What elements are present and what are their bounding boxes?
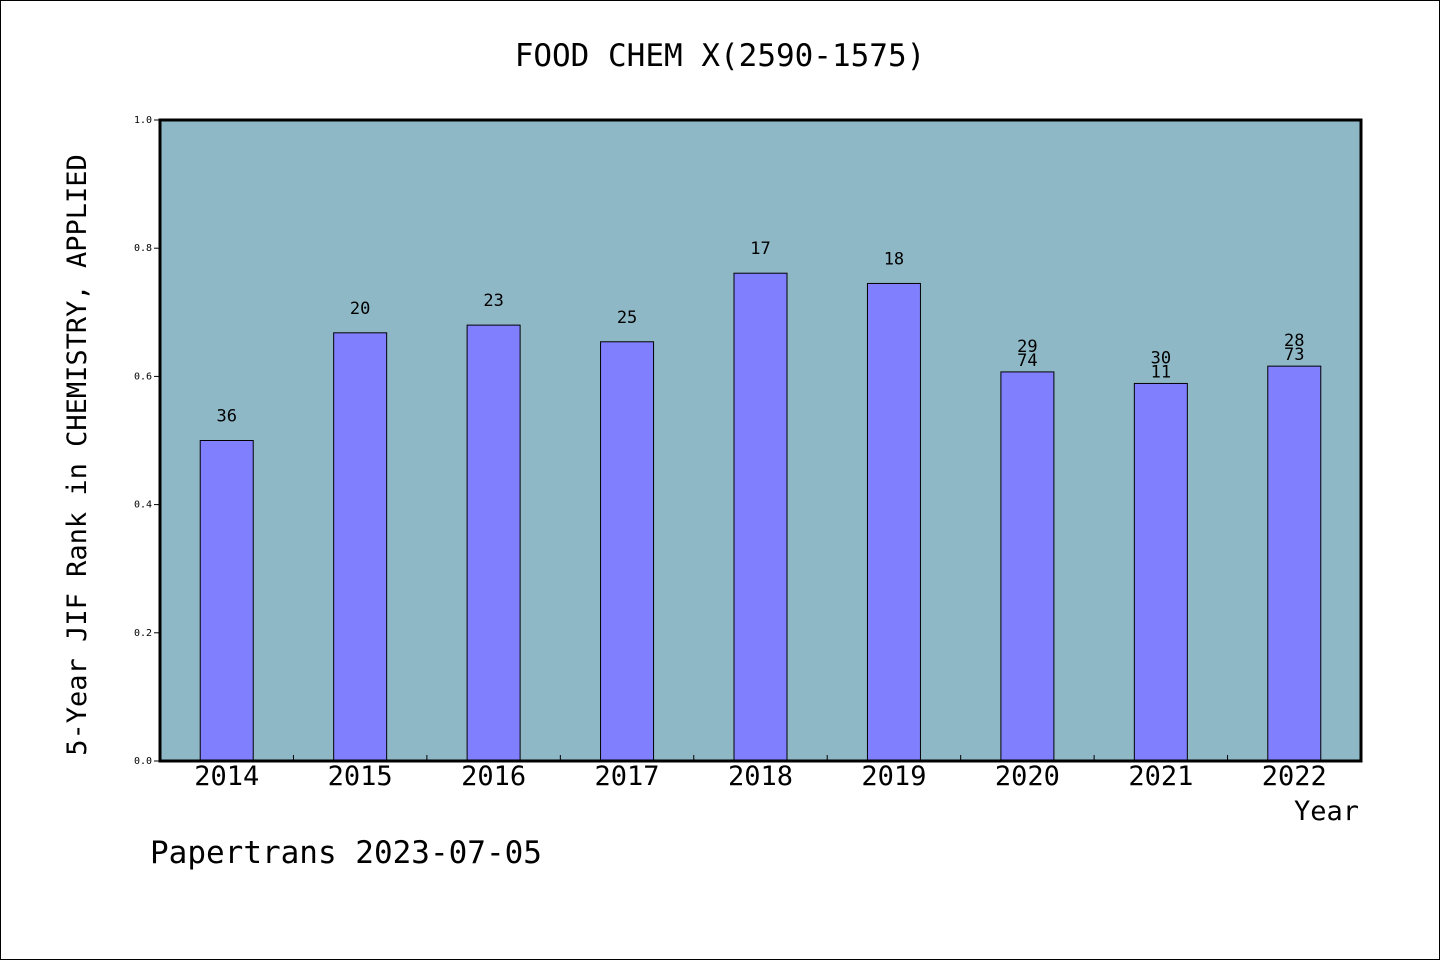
x-tick-label: 2017 xyxy=(595,761,660,792)
bar-2017 xyxy=(600,341,655,762)
bar-2022 xyxy=(1267,365,1322,762)
x-axis-label: Year xyxy=(1294,796,1359,827)
footer-credit: Papertrans 2023-07-05 xyxy=(150,835,542,871)
bar-2018 xyxy=(733,272,788,762)
bar-value-label: 17 xyxy=(750,239,770,259)
x-tick-label: 2020 xyxy=(995,761,1060,792)
y-tick-label: 0.6 xyxy=(134,371,152,382)
plot-border xyxy=(158,118,1363,763)
y-axis-label: 5-Year JIF Rank in CHEMISTRY, APPLIED xyxy=(62,154,93,755)
y-axis: 0.0 0.2 0.4 0.6 0.8 1.0 xyxy=(134,115,160,767)
y-tick-label: 1.0 xyxy=(134,115,152,126)
bar-value-label: 29 xyxy=(1017,337,1037,357)
bar-2015 xyxy=(333,332,388,762)
bar-2021 xyxy=(1133,382,1188,762)
bar-value-label: 18 xyxy=(884,249,904,269)
x-tick-label: 2018 xyxy=(728,761,793,792)
bar-value-label: 73 xyxy=(1284,345,1304,365)
bar-value-label: 23 xyxy=(483,291,503,311)
x-tick-label: 2022 xyxy=(1262,761,1327,792)
bar-value-label: 28 xyxy=(1284,331,1304,351)
y-tick-label: 0.2 xyxy=(134,628,152,639)
x-tick-label: 2015 xyxy=(328,761,393,792)
bar-value-label: 36 xyxy=(216,407,236,427)
bar-2020 xyxy=(1000,371,1055,762)
y-tick-label: 0.8 xyxy=(134,243,152,254)
bar-2014 xyxy=(199,440,254,762)
bar-value-label: 20 xyxy=(350,299,370,319)
y-tick-label: 0.4 xyxy=(134,500,152,511)
x-tick-label: 2021 xyxy=(1128,761,1193,792)
chart-title: FOOD CHEM X(2590-1575) xyxy=(515,38,926,74)
bar-value-label: 25 xyxy=(617,308,637,328)
x-tick-label: 2019 xyxy=(861,761,926,792)
bar-value-label: 74 xyxy=(1017,351,1037,371)
bar-value-label: 30 xyxy=(1151,348,1171,368)
bar-2016 xyxy=(466,324,521,762)
bar-2019 xyxy=(866,282,921,762)
bar-value-label: 11 xyxy=(1151,362,1171,382)
x-axis: 2014 2015 2016 2017 2018 2019 2020 2021 2022 xyxy=(194,755,1327,792)
x-tick-label: 2016 xyxy=(461,761,526,792)
x-tick-label: 2014 xyxy=(194,761,259,792)
y-tick-label: 0.0 xyxy=(134,756,152,767)
